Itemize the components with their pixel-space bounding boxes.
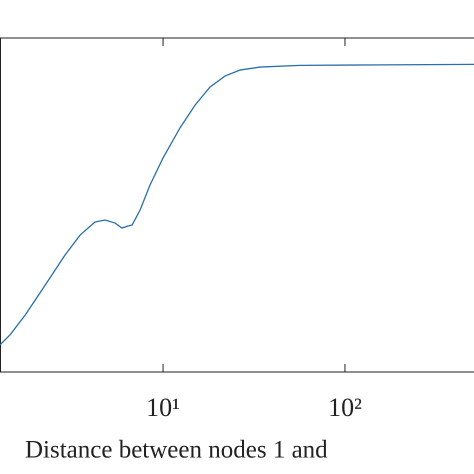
line-series	[0, 63, 474, 346]
x-tick-label: 10²	[328, 393, 362, 422]
x-tick-label: 10¹	[146, 393, 180, 422]
x-axis-label: Distance between nodes 1 and	[25, 437, 328, 464]
